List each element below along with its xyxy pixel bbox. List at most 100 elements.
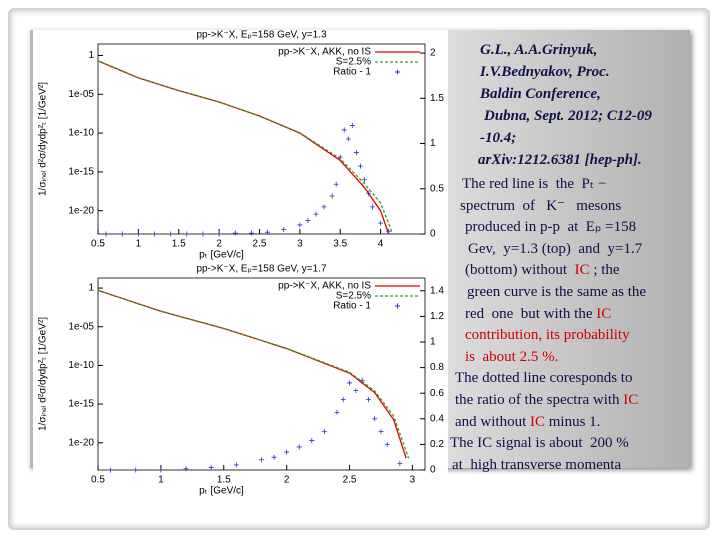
data-point (297, 222, 303, 228)
data-point (265, 229, 271, 235)
data-point (152, 231, 158, 237)
y2-tick-label: 0 (430, 229, 436, 240)
text-span: The dotted line coresponds to (455, 370, 633, 387)
x-tick-label: 2.5 (253, 239, 267, 250)
data-point (386, 228, 392, 234)
data-point (340, 397, 346, 403)
chart-title: pp->K⁻X, Eₚ=158 GeV, y=1.7 (196, 264, 327, 275)
data-point (341, 127, 347, 133)
data-point (281, 226, 287, 232)
x-tick-label: 3 (297, 239, 303, 250)
data-point (337, 154, 343, 160)
data-point (208, 464, 214, 470)
x-tick-label: 2.5 (343, 475, 357, 486)
plot-frame (97, 277, 426, 471)
y2-tick-label: 1.5 (430, 93, 444, 104)
text-line: red one but with the IC (465, 305, 611, 323)
text-span: minus 1. (545, 413, 601, 430)
text-line: the ratio of the spectra with IC (455, 391, 638, 409)
highlight: IC (623, 392, 639, 408)
text-line: at high transverse momenta (452, 456, 621, 474)
y2-tick-label: 0.5 (430, 183, 444, 194)
y2-tick-label: 0.2 (430, 439, 444, 450)
data-point (305, 217, 311, 223)
data-point (333, 181, 339, 187)
data-point (296, 444, 302, 450)
text-line: contribution, its probability (465, 326, 630, 344)
highlight: IC (596, 305, 612, 322)
text-span: produced in p-p at Eₚ =158 (465, 219, 637, 236)
text-line: green curve is the same as the (467, 283, 646, 301)
y-tick-label: 1e-05 (68, 89, 94, 100)
y2-tick-label: 1.4 (430, 285, 444, 296)
data-point (103, 231, 109, 237)
data-point (353, 388, 359, 394)
y-tick-label: 1e-20 (68, 437, 94, 448)
data-point (233, 462, 239, 468)
reference-line: G.L., A.A.Grinyuk, (480, 42, 598, 58)
chart-title: pp->K⁻X, Eₚ=158 GeV, y=1.3 (196, 30, 327, 41)
data-point (370, 204, 376, 210)
reference-line: arXiv:1212.6381 [hep-ph]. (478, 152, 642, 168)
reference-line: I.V.Bednyakov, Proc. (480, 64, 610, 80)
legend-label: pp->K⁻X, AKK, no IS (278, 47, 371, 58)
x-tick-label: 3 (410, 475, 416, 486)
text-line: spectrum of K⁻ mesons (460, 197, 621, 215)
data-point (321, 204, 327, 210)
data-point (135, 231, 141, 237)
reference-line: -10.4; (480, 130, 517, 146)
text-span: and without (455, 413, 530, 430)
legend-label: Ratio - 1 (333, 301, 371, 312)
highlight: IC (530, 413, 545, 430)
data-point (321, 429, 327, 435)
text-span: green curve is the same as the (467, 284, 647, 300)
x-tick-label: 4 (378, 239, 384, 250)
y-tick-label: 1e-10 (68, 128, 94, 139)
x-tick-label: 1 (158, 475, 164, 486)
y2-tick-label: 0 (430, 465, 436, 476)
data-point (359, 377, 365, 383)
data-point (365, 397, 371, 403)
text-line: The IC signal is about 200 % (450, 434, 629, 452)
chart: pp->K⁻X, Eₚ=158 GeV, y=1.7 0.5 1 1.5 2 2.5 3 1 1… (38, 264, 445, 497)
y-tick-label: 1e-20 (68, 205, 94, 216)
data-point (365, 190, 371, 196)
data-point (349, 122, 355, 128)
y2-tick-label: 0.4 (430, 413, 444, 424)
data-point (259, 457, 264, 463)
data-point (184, 231, 190, 237)
text-span: at high transverse momenta (452, 456, 622, 473)
legend-marker (395, 303, 400, 309)
x-tick-label: 0.5 (91, 239, 105, 250)
x-tick-label: 1.5 (217, 475, 231, 486)
data-point (183, 466, 189, 472)
text-span: spectrum of K⁻ mesons (460, 197, 622, 214)
y-axis-label: 1/σᵢₙₑₗ d²σ/dydp²ₜ [1/GeV²] (38, 82, 49, 196)
y2-tick-label: 0.8 (430, 362, 444, 373)
data-point (309, 438, 315, 444)
series-line (97, 289, 410, 459)
x-axis-label: pₜ [GeV/c] (199, 250, 244, 261)
chart-background (33, 262, 448, 490)
x-tick-label: 2 (284, 475, 290, 486)
x-tick-label: 0.5 (91, 475, 105, 486)
data-point (119, 231, 125, 237)
data-point (168, 231, 174, 237)
data-point (345, 136, 351, 142)
y-tick-label: 1 (88, 50, 94, 61)
data-point (158, 467, 164, 473)
text-line: (bottom) without IC ; the (465, 261, 620, 279)
data-point (353, 150, 359, 156)
data-point (357, 163, 363, 169)
y2-tick-label: 1.2 (430, 311, 444, 322)
chart: pp->K⁻X, Eₚ=158 GeV, y=1.3 0.5 1 1.5 2 2.5 3 3.… (38, 30, 445, 261)
text-line: is about 2.5 %. (465, 348, 558, 366)
highlight: IC (574, 262, 590, 279)
plot-frame (97, 43, 426, 235)
data-point (133, 467, 139, 473)
y-tick-label: 1 (88, 283, 94, 294)
text-span: The IC signal is about 200 % (450, 435, 629, 452)
y2-tick-label: 1 (430, 337, 436, 348)
data-point (361, 177, 367, 183)
